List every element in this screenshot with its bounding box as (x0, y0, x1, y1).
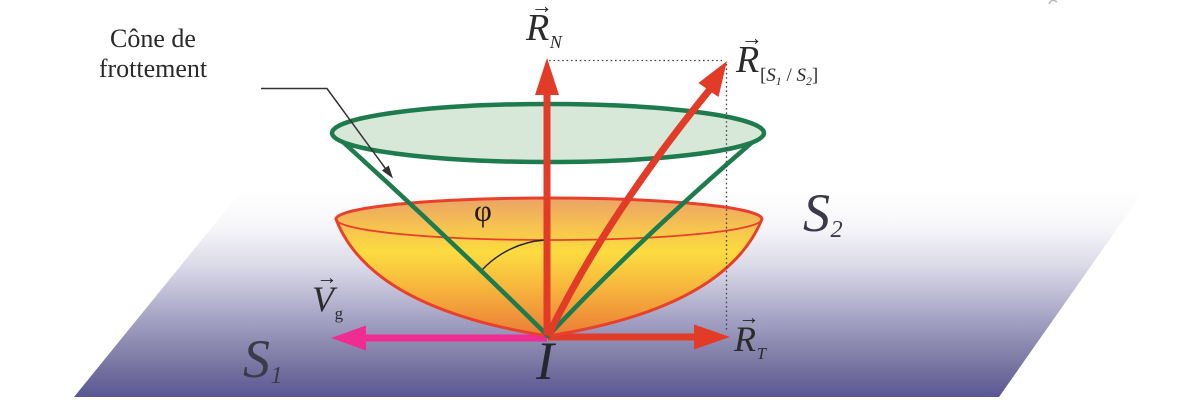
rs1s2-bracket-open: [ (759, 64, 767, 86)
cropped-text-fragment (1048, 0, 1058, 5)
s2-letter: S (803, 183, 830, 243)
phi-label: φ (474, 193, 492, 228)
vector-arrow-icon: → (738, 305, 760, 330)
s1-letter: S (243, 329, 270, 389)
s2-subscript: 2 (830, 216, 843, 244)
rs1s2-label: R → [S1 / S2] (736, 25, 819, 89)
rn-label: R → N (526, 0, 562, 53)
vg-label: V → g (312, 265, 344, 324)
cone-annotation-line1: Cône de (110, 24, 196, 53)
rs1s2-separator: / (781, 64, 797, 86)
phi-angle-arc (481, 239, 546, 271)
cone-annotation-line2: frottement (98, 54, 208, 83)
annotation-leader-line (261, 87, 389, 173)
rn-arrowhead (535, 58, 559, 95)
rt-letter: R (734, 319, 756, 359)
rs1s2-s1: S (766, 64, 776, 86)
rs1s2-arrow-shaft (544, 85, 714, 338)
vg-letter: V (312, 279, 334, 319)
rt-label: R → T (734, 305, 767, 364)
rs1s2-arrowhead (698, 61, 727, 97)
friction-cone-left-edge (330, 130, 551, 339)
s1-label: S1 (243, 328, 283, 390)
rt-subscript: T (756, 343, 767, 363)
contact-point-label: I (536, 331, 554, 391)
rs1s2-s2: S (796, 64, 806, 86)
rs1s2-s1-index: 1 (775, 74, 782, 88)
rs1s2-s2-index: 2 (805, 74, 812, 88)
s2-label: S2 (803, 182, 843, 244)
vector-arrow-icon: → (740, 24, 763, 50)
rs1s2-letter: R (736, 39, 760, 81)
vector-arrow-icon: → (530, 0, 553, 18)
vg-arrowhead (331, 325, 366, 351)
cone-annotation: Cône de frottement (58, 24, 248, 84)
vector-arrow-icon: → (316, 265, 338, 290)
rs1s2-bracket-close: ] (811, 64, 819, 86)
vg-subscript: g (334, 303, 344, 323)
rn-subscript: N (549, 32, 562, 53)
friction-cone-right-edge (545, 130, 766, 339)
s1-subscript: 1 (270, 362, 283, 390)
rn-letter: R (526, 7, 550, 49)
annotation-leader-arrowhead (381, 165, 393, 179)
rt-arrowhead (694, 324, 730, 350)
